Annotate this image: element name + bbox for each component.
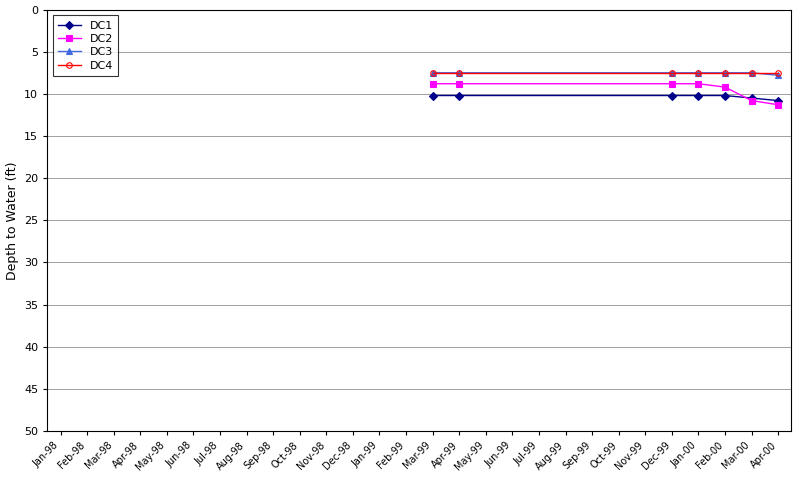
DC2	[454, 81, 464, 87]
DC1	[773, 98, 783, 103]
DC1	[693, 93, 703, 98]
DC1	[454, 93, 464, 98]
DC3	[693, 70, 703, 76]
DC2	[773, 102, 783, 108]
Line: DC1: DC1	[430, 93, 781, 103]
DC4	[720, 70, 730, 76]
DC4	[454, 70, 464, 76]
Y-axis label: Depth to Water (ft): Depth to Water (ft)	[6, 161, 18, 280]
DC4	[667, 70, 677, 76]
DC3	[720, 70, 730, 76]
Line: DC3: DC3	[430, 70, 781, 78]
DC3	[454, 70, 464, 76]
DC1	[667, 93, 677, 98]
DC2	[428, 81, 438, 87]
DC2	[667, 81, 677, 87]
DC2	[693, 81, 703, 87]
DC3	[747, 70, 756, 76]
Line: DC4: DC4	[430, 70, 781, 76]
DC1	[720, 93, 730, 98]
DC2	[747, 98, 756, 103]
DC3	[428, 70, 438, 76]
DC2	[720, 84, 730, 90]
Legend: DC1, DC2, DC3, DC4: DC1, DC2, DC3, DC4	[53, 15, 119, 76]
DC4	[428, 70, 438, 76]
DC3	[773, 73, 783, 78]
DC3	[667, 70, 677, 76]
DC4	[747, 70, 756, 76]
Line: DC2: DC2	[430, 81, 781, 108]
DC1	[747, 95, 756, 101]
DC4	[693, 70, 703, 76]
DC4	[773, 70, 783, 76]
DC1	[428, 93, 438, 98]
